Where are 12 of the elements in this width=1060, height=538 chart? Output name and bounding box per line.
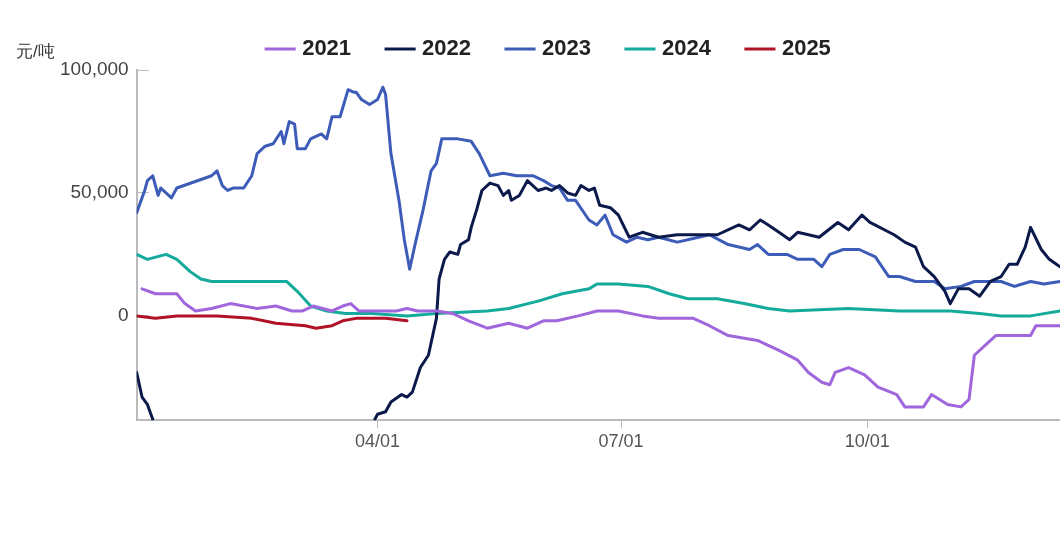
y-axis-title: 元/吨 <box>16 41 55 61</box>
legend-label: 2023 <box>542 35 591 61</box>
legend-label: 2025 <box>781 35 831 61</box>
legend-label: 2021 <box>302 35 352 61</box>
y-tick-label: 100,000 <box>59 58 129 80</box>
y-tick-label: 50,000 <box>70 181 129 203</box>
legend-label: 2024 <box>661 35 712 61</box>
legend-label: 2022 <box>422 35 472 61</box>
x-tick-label: 04/01 <box>355 431 401 452</box>
y-tick-label: 0 <box>118 304 129 326</box>
x-tick-label: 10/01 <box>844 431 890 452</box>
x-tick-label: 07/01 <box>598 431 644 452</box>
